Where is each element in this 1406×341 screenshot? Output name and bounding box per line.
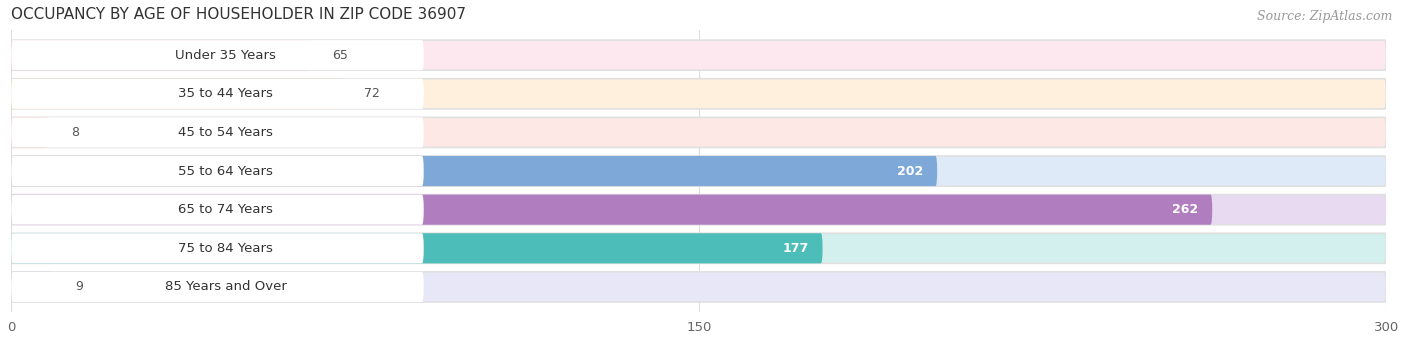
Text: 177: 177 [783, 242, 808, 255]
Text: 202: 202 [897, 165, 924, 178]
FancyBboxPatch shape [11, 117, 1386, 147]
Text: 35 to 44 Years: 35 to 44 Years [179, 87, 273, 100]
FancyBboxPatch shape [11, 117, 48, 147]
Text: 85 Years and Over: 85 Years and Over [165, 280, 287, 293]
FancyBboxPatch shape [11, 117, 423, 147]
Text: 75 to 84 Years: 75 to 84 Years [179, 242, 273, 255]
FancyBboxPatch shape [11, 195, 1212, 225]
FancyBboxPatch shape [11, 40, 423, 70]
FancyBboxPatch shape [11, 272, 423, 302]
FancyBboxPatch shape [11, 233, 423, 263]
Text: 65: 65 [332, 49, 347, 62]
Text: 9: 9 [76, 280, 83, 293]
FancyBboxPatch shape [11, 79, 423, 109]
FancyBboxPatch shape [11, 40, 309, 70]
Text: 8: 8 [70, 126, 79, 139]
FancyBboxPatch shape [11, 195, 1386, 225]
FancyBboxPatch shape [11, 156, 1386, 186]
FancyBboxPatch shape [11, 79, 342, 109]
Text: 45 to 54 Years: 45 to 54 Years [179, 126, 273, 139]
Text: Under 35 Years: Under 35 Years [176, 49, 276, 62]
FancyBboxPatch shape [11, 79, 1386, 109]
FancyBboxPatch shape [11, 272, 1386, 302]
FancyBboxPatch shape [11, 195, 423, 225]
FancyBboxPatch shape [11, 156, 938, 186]
Text: 65 to 74 Years: 65 to 74 Years [179, 203, 273, 216]
Text: OCCUPANCY BY AGE OF HOUSEHOLDER IN ZIP CODE 36907: OCCUPANCY BY AGE OF HOUSEHOLDER IN ZIP C… [11, 7, 467, 22]
Text: 72: 72 [364, 87, 380, 100]
FancyBboxPatch shape [11, 272, 52, 302]
FancyBboxPatch shape [11, 233, 1386, 263]
FancyBboxPatch shape [11, 156, 423, 186]
FancyBboxPatch shape [11, 233, 823, 263]
Text: 55 to 64 Years: 55 to 64 Years [179, 165, 273, 178]
Text: 262: 262 [1173, 203, 1198, 216]
Text: Source: ZipAtlas.com: Source: ZipAtlas.com [1257, 10, 1392, 23]
FancyBboxPatch shape [11, 40, 1386, 70]
